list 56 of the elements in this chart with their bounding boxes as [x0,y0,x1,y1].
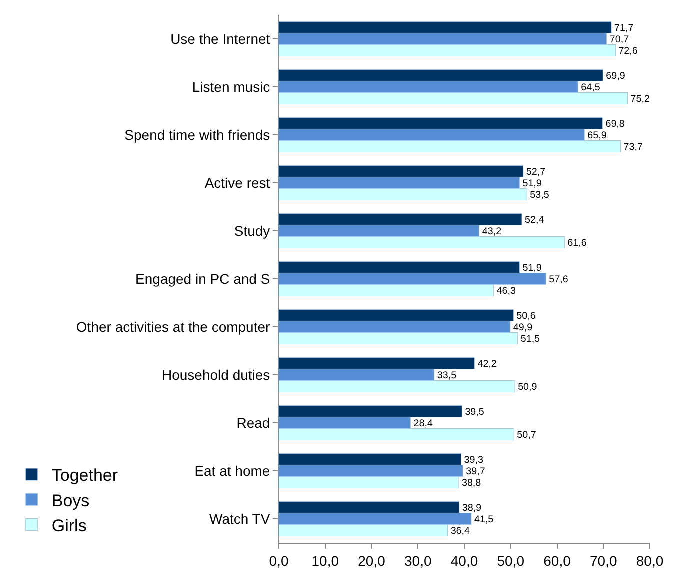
data-label: 75,2 [630,94,650,105]
x-tick-label: 80,0 [636,552,664,569]
x-tick-label: 30,0 [404,552,432,569]
data-label: 51,5 [520,334,541,345]
y-tick-label: Other activities at the computer [76,318,271,335]
legend-label: Boys [52,491,90,510]
y-tick-label: Spend time with friends [124,126,270,143]
x-tick-label: 20,0 [358,552,386,569]
y-tick-label: Listen music [192,78,270,95]
data-label: 33,5 [437,370,458,382]
data-label: 52,7 [526,166,546,178]
data-label: 28,4 [414,418,434,430]
data-label: 38,8 [462,478,482,489]
data-label: 52,4 [525,214,545,226]
data-label: 73,7 [624,142,643,153]
x-tick-label: 0,0 [269,552,289,569]
x-tick-label: 60,0 [544,552,572,569]
data-label: 72,6 [618,46,638,57]
y-tick-label: Study [234,222,270,239]
data-label: 42,2 [478,358,497,370]
y-tick-label: Watch TV [210,510,271,527]
data-label: 39,7 [466,466,486,478]
y-tick-label: Use the Internet [170,30,270,47]
y-tick-label: Read [236,414,270,431]
data-label: 64,5 [581,82,601,94]
data-label: 71,7 [614,22,634,34]
data-label: 69,8 [606,118,626,130]
data-label: 53,5 [530,190,550,201]
data-label: 57,6 [549,274,569,286]
data-label: 49,9 [513,322,534,334]
y-tick-label: Eat at home [194,462,270,479]
data-label: 51,9 [522,178,542,190]
data-label: 36,4 [450,526,471,537]
data-label: 41,5 [474,514,494,526]
data-label: 39,3 [464,454,484,466]
data-label: 50,6 [516,310,536,322]
data-label: 43,2 [482,226,502,238]
data-label: 50,9 [518,382,538,393]
data-label: 39,5 [465,406,485,418]
x-tick-label: 50,0 [497,552,525,569]
x-tick-label: 40,0 [450,552,478,569]
data-label: 46,3 [496,286,516,297]
data-label: 38,9 [462,502,482,514]
legend-label: Together [52,466,118,486]
data-label: 50,7 [517,430,536,441]
legend-label: Girls [52,516,87,536]
x-tick-label: 10,0 [312,552,340,569]
data-label: 69,9 [606,70,626,82]
data-label: 51,9 [522,262,542,274]
data-label: 65,9 [588,130,608,142]
y-tick-label: Household duties [162,366,270,383]
data-label: 70,7 [610,34,630,46]
data-label: 61,6 [568,238,588,249]
y-tick-label: Engaged in PC and S [136,270,270,287]
x-tick-label: 70,0 [590,552,618,569]
y-tick-label: Active rest [204,174,270,191]
